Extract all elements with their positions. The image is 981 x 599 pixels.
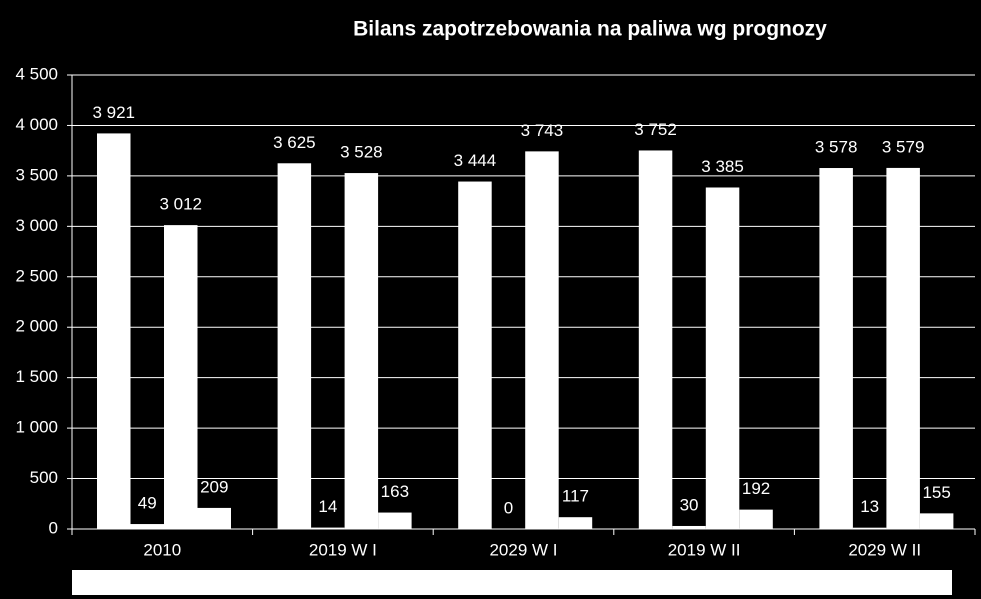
- bar: [277, 163, 312, 529]
- bar: [97, 133, 131, 529]
- bar: [705, 187, 740, 530]
- y-tick-label: 1 000: [15, 418, 58, 437]
- data-label: 3 385: [701, 157, 744, 176]
- bar: [344, 173, 379, 529]
- y-tick-label: 500: [30, 468, 58, 487]
- data-label: 14: [318, 497, 337, 516]
- bar: [739, 509, 773, 529]
- data-label: 209: [200, 477, 228, 496]
- y-tick-label: 2 000: [15, 317, 58, 336]
- bar: [378, 512, 412, 529]
- y-tick-label: 0: [49, 518, 58, 537]
- bar: [197, 507, 231, 529]
- bar: [672, 525, 706, 529]
- data-label: 155: [922, 483, 950, 502]
- x-tick-label: 2019 W II: [668, 540, 741, 559]
- data-label: 3 579: [882, 137, 925, 156]
- data-label: 3 752: [634, 120, 677, 139]
- x-tick-label: 2029 W I: [489, 540, 557, 559]
- x-tick-label: 2019 W I: [309, 540, 377, 559]
- bar: [886, 167, 920, 529]
- bar: [164, 225, 198, 529]
- data-label: 117: [562, 487, 589, 506]
- bar: [525, 151, 559, 529]
- bar: [311, 527, 345, 529]
- data-label: 163: [381, 482, 409, 501]
- x-tick-label: 2029 W II: [848, 540, 921, 559]
- bar: [130, 524, 164, 529]
- data-label: 192: [742, 479, 770, 498]
- y-tick-label: 2 500: [15, 266, 58, 285]
- data-label: 0: [504, 498, 513, 517]
- data-label: 49: [138, 494, 157, 513]
- legend: [72, 570, 952, 595]
- data-label: 30: [680, 495, 699, 514]
- y-tick-label: 3 000: [15, 216, 58, 235]
- data-label: 3 528: [340, 143, 383, 162]
- data-label: 3 743: [521, 121, 564, 140]
- y-tick-label: 4 500: [15, 64, 58, 83]
- data-label: 3 921: [92, 103, 135, 122]
- bar: [852, 527, 887, 529]
- y-tick-label: 3 500: [15, 165, 58, 184]
- bar: [638, 150, 673, 529]
- data-label: 13: [860, 497, 879, 516]
- bar: [819, 168, 853, 529]
- y-tick-label: 4 000: [15, 115, 58, 134]
- data-label: 3 578: [815, 138, 858, 157]
- chart-title: Bilans zapotrzebowania na paliwa wg prog…: [353, 18, 827, 41]
- data-label: 3 012: [159, 195, 202, 214]
- x-tick-label: 2010: [143, 540, 181, 559]
- bar: [919, 513, 954, 529]
- bar: [458, 181, 492, 529]
- data-label: 3 625: [273, 133, 316, 152]
- bar: [558, 517, 593, 529]
- data-label: 3 444: [454, 151, 497, 170]
- y-tick-label: 1 500: [15, 367, 58, 386]
